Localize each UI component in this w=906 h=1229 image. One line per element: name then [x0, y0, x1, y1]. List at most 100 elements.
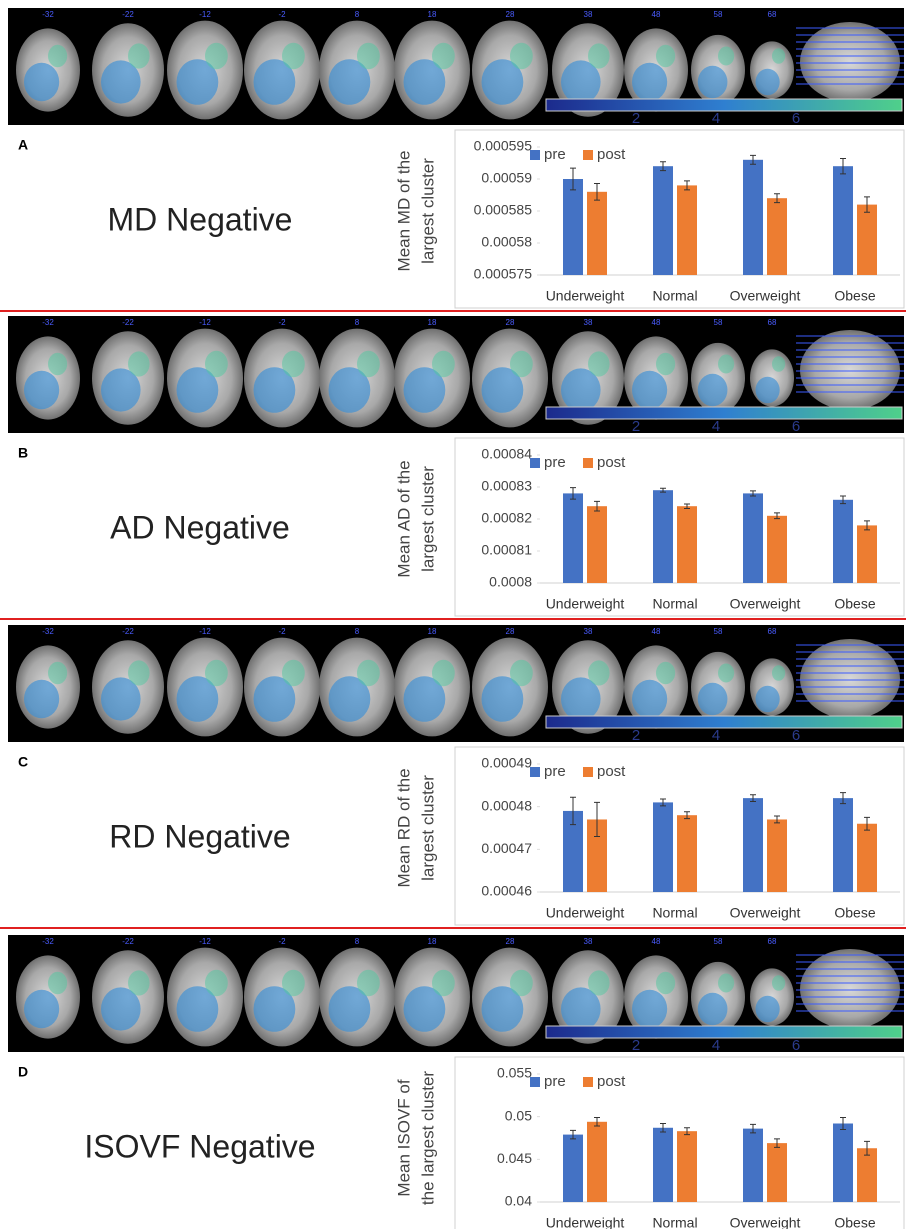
- y-tick-label: 0.00048: [481, 797, 532, 813]
- y-tick-label: 0.00084: [481, 446, 532, 462]
- colorbar-label: 2: [632, 110, 640, 127]
- bar: [833, 798, 853, 892]
- slice-number: 8: [355, 318, 360, 327]
- slice-number: 28: [506, 937, 515, 946]
- slice-number: 48: [652, 318, 661, 327]
- activation-blob: [588, 351, 610, 376]
- x-tick-label: Underweight: [546, 288, 625, 304]
- slice-number: -2: [278, 10, 286, 19]
- bar: [767, 1143, 787, 1202]
- activation-blob: [588, 970, 610, 995]
- colorbar-label: 2: [632, 727, 640, 744]
- slice-number: 8: [355, 937, 360, 946]
- bar: [767, 819, 787, 892]
- colorbar-label: 6: [792, 110, 800, 127]
- colorbar: [546, 99, 902, 111]
- panel-label: B: [18, 445, 28, 461]
- activation-blob: [282, 970, 305, 997]
- x-tick-label: Normal: [652, 596, 697, 612]
- activation-blob: [756, 996, 780, 1022]
- activation-blob: [282, 43, 305, 70]
- activation-blob: [432, 970, 455, 997]
- y-tick-label: 0.00082: [481, 510, 532, 526]
- slice-number: 28: [506, 627, 515, 636]
- panel-heading: AD Negative: [110, 509, 290, 545]
- legend-swatch: [583, 150, 593, 160]
- y-tick-label: 0.00081: [481, 542, 532, 558]
- activation-blob: [48, 45, 67, 67]
- bar: [653, 490, 673, 583]
- slice-number: -12: [199, 10, 211, 19]
- slice-number: 58: [714, 937, 723, 946]
- bar: [653, 1128, 673, 1202]
- activation-blob: [24, 680, 59, 718]
- bar: [677, 815, 697, 892]
- legend-swatch: [583, 458, 593, 468]
- activation-blob: [698, 683, 728, 715]
- y-tick-label: 0.055: [497, 1065, 532, 1081]
- colorbar-label: 6: [792, 1037, 800, 1054]
- activation-blob: [357, 970, 380, 997]
- slice-number: -22: [122, 10, 134, 19]
- legend-label: post: [597, 1073, 626, 1090]
- activation-blob: [718, 47, 734, 66]
- activation-blob: [772, 356, 785, 371]
- sagittal-slice: [800, 22, 900, 102]
- activation-blob: [772, 48, 785, 63]
- colorbar: [546, 407, 902, 419]
- legend-swatch: [530, 767, 540, 777]
- y-axis-label: the largest cluster: [418, 1071, 437, 1206]
- x-tick-label: Obese: [834, 905, 875, 921]
- activation-blob: [128, 351, 150, 376]
- y-axis-label: Mean ISOVF of: [394, 1079, 413, 1196]
- activation-blob: [718, 974, 734, 993]
- activation-blob: [205, 660, 228, 687]
- legend-label: pre: [544, 1073, 566, 1090]
- slice-number: 48: [652, 10, 661, 19]
- slice-number: -22: [122, 627, 134, 636]
- colorbar-label: 6: [792, 727, 800, 744]
- slice-number: 48: [652, 627, 661, 636]
- slice-number: 48: [652, 937, 661, 946]
- legend-swatch: [530, 458, 540, 468]
- x-tick-label: Overweight: [730, 288, 801, 304]
- slice-number: -12: [199, 627, 211, 636]
- activation-blob: [432, 660, 455, 687]
- legend-label: post: [597, 146, 626, 163]
- x-tick-label: Overweight: [730, 1215, 801, 1229]
- activation-blob: [772, 665, 785, 680]
- slice-number: 68: [768, 627, 777, 636]
- x-tick-label: Normal: [652, 1215, 697, 1229]
- activation-blob: [48, 353, 67, 375]
- activation-blob: [632, 680, 667, 718]
- activation-blob: [510, 351, 533, 378]
- panel-heading: RD Negative: [109, 818, 290, 854]
- activation-blob: [698, 993, 728, 1025]
- y-axis-label: largest cluster: [418, 466, 437, 572]
- activation-blob: [756, 69, 780, 95]
- activation-blob: [128, 43, 150, 68]
- slice-number: -12: [199, 318, 211, 327]
- bar: [677, 185, 697, 275]
- bar: [653, 166, 673, 275]
- y-axis-label: largest cluster: [418, 775, 437, 881]
- slice-number: 28: [506, 10, 515, 19]
- colorbar-label: 4: [712, 110, 720, 127]
- y-tick-label: 0.00049: [481, 755, 532, 771]
- colorbar-label: 2: [632, 418, 640, 435]
- y-tick-label: 0.0008: [489, 574, 532, 590]
- slice-number: -2: [278, 937, 286, 946]
- legend-swatch: [583, 1077, 593, 1087]
- x-tick-label: Underweight: [546, 905, 625, 921]
- bar: [677, 506, 697, 583]
- bar: [743, 160, 763, 275]
- bar: [767, 198, 787, 275]
- activation-blob: [128, 970, 150, 995]
- bar: [653, 802, 673, 892]
- activation-blob: [357, 660, 380, 687]
- bar: [563, 493, 583, 583]
- activation-blob: [718, 664, 734, 683]
- panel-label: C: [18, 754, 28, 770]
- activation-blob: [510, 970, 533, 997]
- y-tick-label: 0.00047: [481, 840, 532, 856]
